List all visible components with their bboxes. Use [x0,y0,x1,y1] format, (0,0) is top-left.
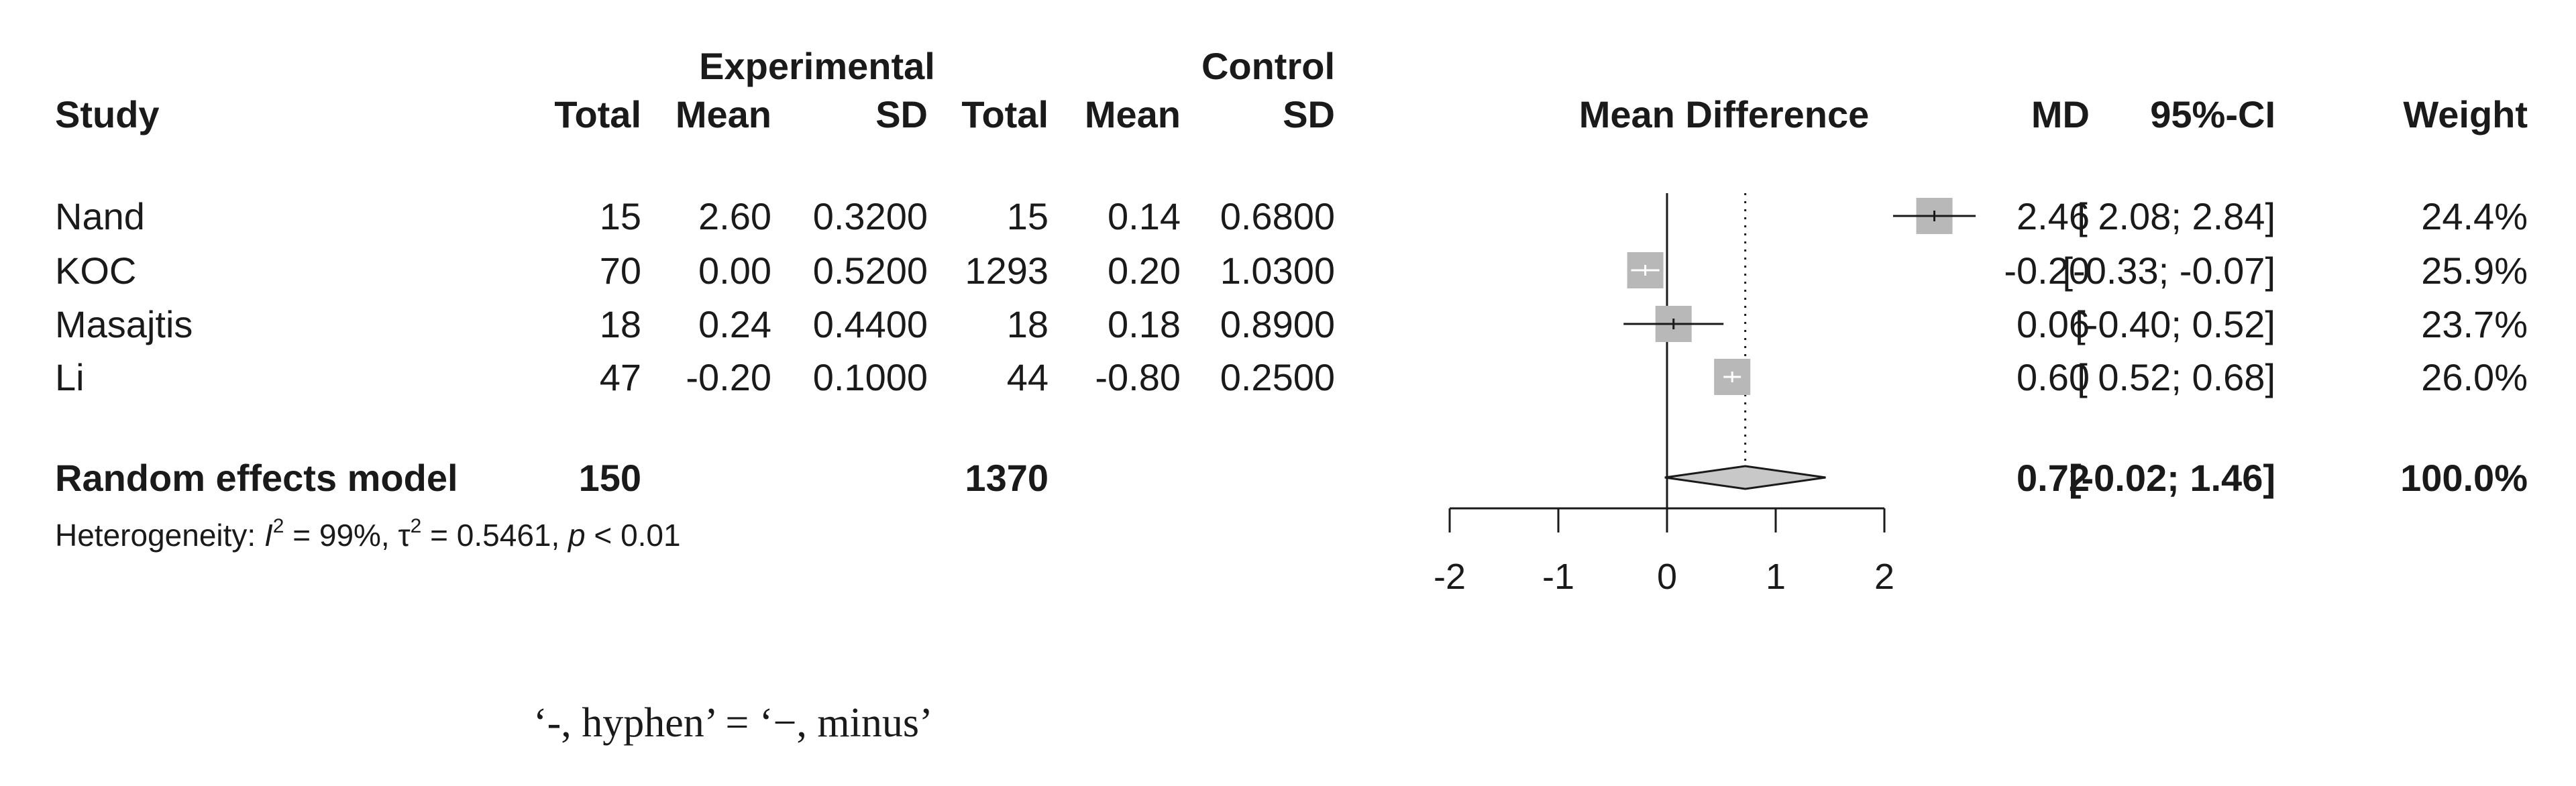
caption-note: ‘-, hyphen’ = ‘−, minus’ [533,700,933,746]
study-name: Masajtis [55,303,193,345]
md-column-header: MD [2031,93,2090,135]
ctl-sd-cell: 0.2500 [1220,356,1335,398]
experimental-group-header: Experimental [699,45,935,87]
plot-area: -2 -1 0 1 2 [1434,193,1976,597]
exp-mean-header: Mean [676,93,771,135]
exp-total-cell: 18 [600,303,641,345]
mean-difference-header: Mean Difference [1579,93,1870,135]
study-marker [1627,252,1664,288]
study-marker [1714,359,1751,395]
study-column-header: Study [55,93,160,135]
table-row: Masajtis 18 0.24 0.4400 18 0.18 0.8900 0.06[-0.… [55,303,2528,345]
study-name: Nand [55,195,145,237]
exp-total-header: Total [554,93,641,135]
ctl-total-cell: 18 [1007,303,1049,345]
pooled-ci-value: [-0.02; 1.46] [2069,457,2275,499]
table-row: Li 47 -0.20 0.1000 44 -0.80 0.2500 0.60[ 0.52; … [55,356,2528,398]
ci-column-header: 95%-CI [2150,93,2275,135]
ci-cell: [ 0.52; 0.68] [2077,356,2275,398]
ctl-total-cell: 44 [1007,356,1049,398]
exp-total-cell: 15 [600,195,641,237]
weight-cell: 23.7% [2421,303,2528,345]
study-rows: Nand 15 2.60 0.3200 15 0.14 0.6800 2.46[ 2.08; … [55,195,2528,398]
exp-mean-cell: 0.00 [698,249,771,292]
pooled-model-label: Random effects model [55,457,458,499]
weight-column-header: Weight [2403,93,2528,135]
pooled-weight-value: 100.0% [2400,457,2528,499]
ctl-sd-cell: 0.8900 [1220,303,1335,345]
exp-sd-cell: 0.3200 [813,195,928,237]
weight-cell: 24.4% [2421,195,2528,237]
exp-sd-cell: 0.5200 [813,249,928,292]
control-group-header: Control [1201,45,1335,87]
x-axis-tick-label: -2 [1434,557,1466,597]
header-row: Experimental Control Study Total Mean SD… [55,45,2528,135]
x-axis-tick-label: -1 [1542,557,1574,597]
ctl-mean-cell: 0.14 [1108,195,1181,237]
x-axis-tick-label: 1 [1766,557,1786,597]
exp-sd-cell: 0.1000 [813,356,928,398]
ctl-mean-cell: -0.80 [1095,356,1181,398]
table-row: Nand 15 2.60 0.3200 15 0.14 0.6800 2.46[ 2.08; … [55,195,2528,237]
exp-sd-cell: 0.4400 [813,303,928,345]
ci-cell: [-0.40; 0.52] [2075,303,2275,345]
exp-total-cell: 70 [600,249,641,292]
x-axis: -2 -1 0 1 2 [1434,507,1894,597]
exp-mean-cell: 2.60 [698,195,771,237]
pooled-exp-total: 150 [579,457,641,499]
ci-cell: [-0.33; -0.07] [2062,249,2275,292]
weight-cell: 25.9% [2421,249,2528,292]
ctl-sd-header: SD [1283,93,1335,135]
ctl-total-cell: 1293 [965,249,1049,292]
heterogeneity-statement: Heterogeneity: I2 = 99%, τ2 = 0.5461, p … [55,515,681,553]
ctl-mean-cell: 0.20 [1108,249,1181,292]
ctl-sd-cell: 0.6800 [1220,195,1335,237]
pooled-row: Random effects model 150 1370 0.72 [-0.0… [55,457,2528,499]
study-marker [1623,306,1724,342]
pooled-effect-diamond [1664,465,1826,490]
table-row: KOC 70 0.00 0.5200 1293 0.20 1.0300 -0.20[-0.33… [55,249,2528,292]
md-cell: 0.60 [2017,356,2090,398]
weight-cell: 26.0% [2421,356,2528,398]
exp-mean-cell: 0.24 [698,303,771,345]
ci-cell: [ 2.08; 2.84] [2077,195,2275,237]
pooled-ctl-total: 1370 [965,457,1049,499]
md-cell: -0.20 [2004,249,2090,292]
md-cell: 2.46 [2017,195,2090,237]
x-axis-tick-label: 0 [1657,557,1677,597]
exp-mean-cell: -0.20 [686,356,771,398]
ctl-total-header: Total [961,93,1049,135]
pooled-md-value: 0.72 [2017,457,2090,499]
x-axis-tick-label: 2 [1874,557,1894,597]
study-name: KOC [55,249,136,292]
exp-total-cell: 47 [600,356,641,398]
study-name: Li [55,356,85,398]
exp-sd-header: SD [875,93,928,135]
md-cell: 0.06 [2017,303,2090,345]
ctl-mean-cell: 0.18 [1108,303,1181,345]
ctl-total-cell: 15 [1007,195,1049,237]
ctl-sd-cell: 1.0300 [1220,249,1335,292]
study-marker [1892,198,1976,234]
ctl-mean-header: Mean [1085,93,1181,135]
